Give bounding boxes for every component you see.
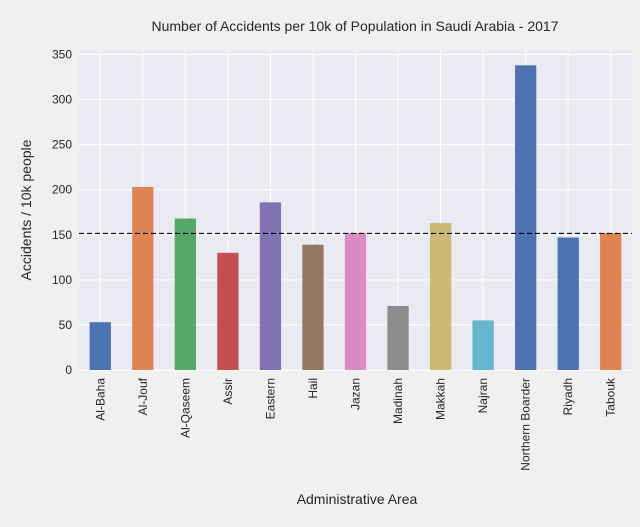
bar-hail — [302, 244, 324, 370]
x-tick-label: Al-Baha — [93, 378, 107, 421]
y-axis-ticks: 0 50 100 150 200 250 300 350 — [52, 48, 72, 377]
bar-jazan — [344, 232, 367, 370]
x-tick-label: Northern Boarder — [519, 378, 533, 471]
y-tick-label: 250 — [52, 138, 72, 152]
y-tick-label: 350 — [52, 48, 72, 62]
bar-assir — [217, 252, 239, 370]
y-tick-label: 300 — [52, 93, 72, 107]
bar-eastern — [259, 202, 282, 370]
bar-al-jouf — [132, 187, 154, 370]
y-axis-label: Accidents / 10k people — [18, 139, 34, 280]
x-axis-ticks: Al-Baha Al-Jouf Al-Qaseem Assir Eastern Hail J… — [93, 377, 617, 471]
y-tick-label: 50 — [59, 318, 73, 332]
y-tick-label: 200 — [52, 183, 72, 197]
x-tick-label: Eastern — [263, 378, 277, 419]
y-tick-label: 100 — [52, 273, 72, 287]
x-tick-label: Hail — [306, 378, 320, 399]
y-tick-label: 0 — [65, 363, 72, 377]
bar-makkah — [429, 223, 452, 370]
x-tick-label: Al-Jouf — [136, 377, 150, 415]
x-tick-label: Tabouk — [604, 377, 618, 417]
bar-madinah — [387, 306, 409, 370]
x-tick-label: Assir — [221, 378, 235, 405]
x-tick-label: Jazan — [349, 378, 363, 410]
bar-najran — [472, 320, 494, 370]
bar-northern-boarder — [515, 65, 537, 370]
bar-riyadh — [557, 237, 579, 370]
bar-al-qaseem — [174, 218, 196, 370]
x-tick-label: Riyadh — [561, 378, 575, 415]
x-tick-label: Madinah — [391, 378, 405, 424]
x-tick-label: Al-Qaseem — [178, 378, 192, 438]
x-axis-label: Administrative Area — [297, 491, 418, 507]
bar-al-baha — [89, 322, 111, 370]
x-tick-label: Makkah — [434, 378, 448, 420]
bar-tabouk — [600, 232, 622, 370]
x-tick-label: Najran — [476, 378, 490, 413]
bars — [89, 65, 622, 370]
y-tick-label: 150 — [52, 228, 72, 242]
chart-title: Number of Accidents per 10k of Populatio… — [151, 18, 558, 34]
